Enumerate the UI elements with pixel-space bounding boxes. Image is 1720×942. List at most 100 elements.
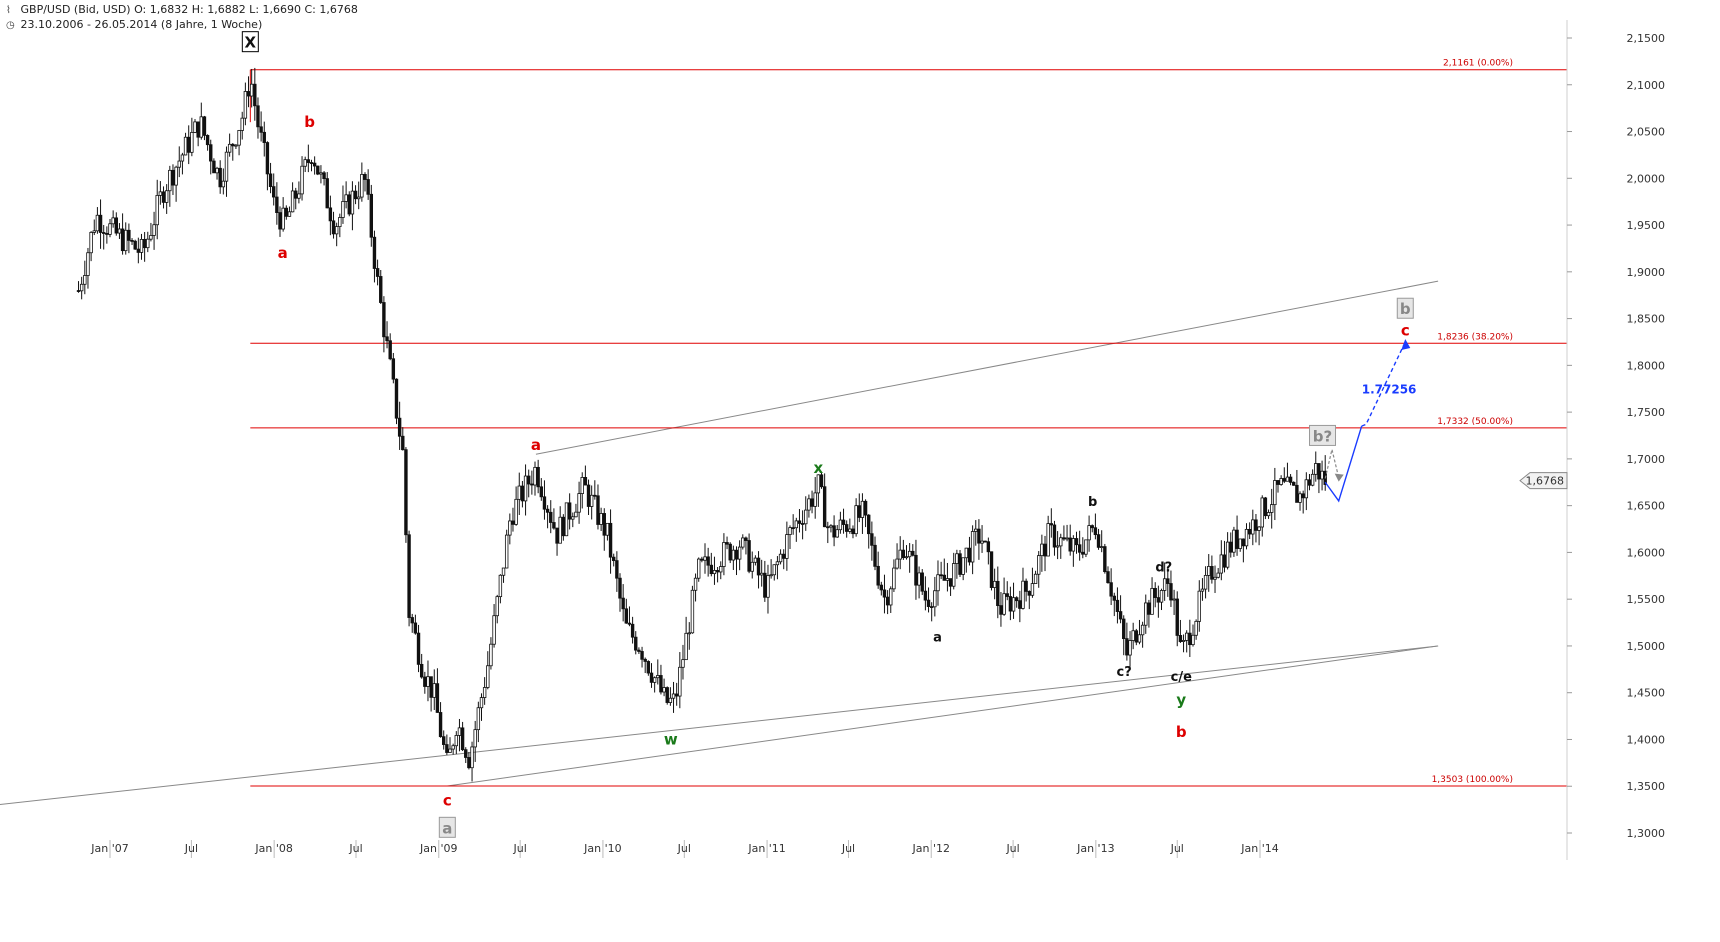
candle-body <box>1153 587 1157 598</box>
candle <box>413 614 418 635</box>
y-tick-label: 1,7000 <box>1627 453 1666 466</box>
candle <box>737 540 742 571</box>
candle-body <box>1169 583 1173 601</box>
candle-body <box>542 496 547 510</box>
candle-body <box>492 615 496 645</box>
candle <box>363 172 367 192</box>
candle <box>936 560 940 606</box>
candle-body <box>838 519 843 531</box>
candle <box>759 559 764 587</box>
candle-body <box>1298 493 1302 503</box>
candle <box>1134 628 1139 646</box>
candle <box>517 472 521 516</box>
candle <box>1131 622 1135 650</box>
fib-level-label: 1,3503 (100.00%) <box>1432 775 1513 785</box>
y-tick-label: 2,0500 <box>1627 126 1666 139</box>
wave-label-box <box>438 816 456 838</box>
candle <box>542 480 547 520</box>
candle <box>350 181 355 231</box>
candle-body <box>388 340 392 360</box>
candle <box>778 549 783 565</box>
candle <box>1285 462 1290 482</box>
candle-body <box>1213 576 1217 580</box>
candle-body <box>363 174 367 180</box>
candle <box>240 111 244 140</box>
candle <box>1099 530 1104 553</box>
candle-body <box>782 553 786 559</box>
candle-body <box>517 485 521 500</box>
candle-body <box>482 687 487 698</box>
x-tick-label: Jan '09 <box>419 842 457 855</box>
candle <box>1059 533 1063 559</box>
candle-body <box>253 83 257 107</box>
candle-body <box>1288 476 1293 483</box>
candle-body <box>605 522 610 536</box>
candle-body <box>870 533 874 546</box>
candle <box>127 223 131 254</box>
candle-body <box>1030 583 1035 596</box>
candle <box>895 543 899 570</box>
candle <box>1118 595 1123 624</box>
candle-body <box>895 558 899 569</box>
candle-body <box>826 526 830 529</box>
candle-body <box>1011 597 1016 612</box>
candle <box>190 117 194 157</box>
candle <box>977 519 981 560</box>
candle-body <box>545 508 550 513</box>
candle-body <box>246 91 251 97</box>
candle <box>1222 540 1227 573</box>
candle-body <box>901 549 906 559</box>
candle-body <box>1219 554 1224 574</box>
candle <box>1087 515 1091 552</box>
candle <box>999 591 1003 627</box>
candle-body <box>996 580 1000 607</box>
candle <box>1093 513 1098 540</box>
candle-body <box>741 537 745 548</box>
candle <box>1203 566 1208 599</box>
candle-body <box>114 217 118 234</box>
candle <box>958 550 962 577</box>
candle-body <box>800 523 805 525</box>
candle <box>741 534 745 550</box>
candle-body <box>309 162 314 164</box>
candle-body <box>423 676 427 687</box>
x-tick-label: Jan '11 <box>747 842 785 855</box>
candle-body <box>130 240 134 242</box>
candle <box>224 146 229 197</box>
candle <box>728 542 732 564</box>
candle <box>552 508 556 530</box>
candle <box>249 68 254 108</box>
candle <box>309 159 314 172</box>
wave-label: w <box>664 730 678 748</box>
candle <box>1292 481 1296 486</box>
candle-body <box>209 144 213 162</box>
candle <box>234 143 238 150</box>
candle <box>120 213 125 255</box>
candle-body <box>577 493 581 513</box>
x-tick-label: Jul <box>184 842 198 855</box>
candle <box>328 195 333 236</box>
candle <box>1140 621 1145 648</box>
candle-body <box>835 529 839 538</box>
candle-body <box>1314 463 1318 475</box>
candle-body <box>983 540 987 543</box>
candle <box>161 186 166 209</box>
candle <box>1055 531 1060 560</box>
candle <box>1194 619 1198 640</box>
candle-body <box>970 531 975 563</box>
candle <box>221 168 226 195</box>
candle-body <box>867 514 871 535</box>
candle <box>435 668 440 713</box>
candle-body <box>306 159 311 163</box>
candle <box>1106 566 1110 584</box>
candle-body <box>312 162 317 167</box>
candle-body <box>580 477 584 494</box>
candle <box>1090 524 1094 533</box>
candle <box>719 561 723 580</box>
candle-body <box>419 663 424 678</box>
candle <box>571 512 575 528</box>
candle-body <box>1002 593 1006 615</box>
candle <box>438 702 443 738</box>
candle-body <box>1273 480 1277 506</box>
